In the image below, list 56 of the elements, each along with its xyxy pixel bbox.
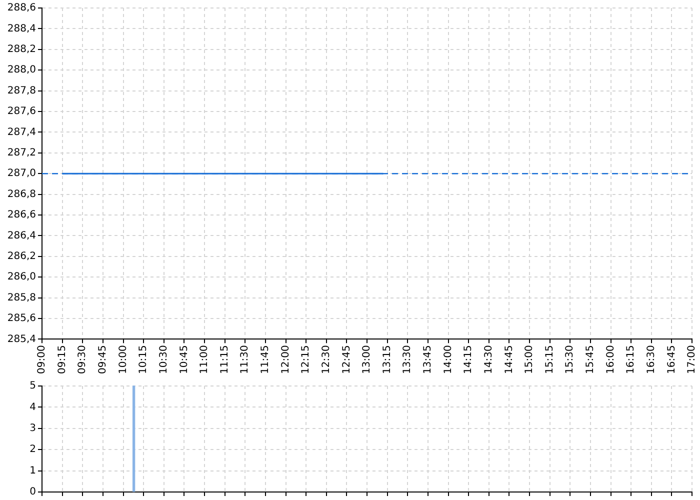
y-tick-label: 286,2 [7, 250, 36, 262]
y-tick-label: 288,0 [7, 64, 36, 76]
y-tick-label: 286,0 [7, 272, 36, 283]
x-tick-label: 10:15 [138, 345, 150, 374]
x-tick-label: 11:00 [199, 345, 210, 374]
y-tick-label: 2 [30, 444, 36, 456]
x-tick-label: 09:00 [36, 345, 48, 374]
x-tick-label: 13:45 [422, 345, 434, 374]
x-tick-label: 12:00 [280, 345, 292, 374]
x-tick-label: 10:00 [118, 345, 129, 374]
x-tick-label: 12:45 [341, 345, 352, 374]
y-tick-label: 288,6 [7, 2, 36, 14]
y-tick-label: 288,2 [7, 44, 36, 55]
x-tick-label: 14:15 [463, 345, 474, 374]
x-tick-label: 15:15 [544, 345, 556, 374]
y-tick-label: 287,8 [7, 85, 36, 96]
x-tick-label: 15:00 [524, 345, 536, 374]
y-tick-label: 285,6 [7, 313, 36, 324]
y-tick-label: 287,4 [7, 126, 36, 138]
y-tick-label: 3 [30, 422, 36, 434]
x-tick-label: 14:00 [442, 345, 454, 374]
x-tick-label: 09:45 [98, 345, 109, 374]
x-tick-label: 16:00 [605, 345, 616, 374]
x-tick-label: 13:00 [362, 345, 373, 374]
y-tick-label: 286,6 [7, 210, 36, 221]
x-tick-label: 11:30 [240, 345, 251, 374]
x-tick-label: 16:15 [626, 345, 637, 374]
y-tick-label: 285,4 [7, 334, 36, 345]
y-tick-label: 287,0 [7, 168, 36, 180]
x-tick-label: 09:30 [77, 345, 88, 374]
x-tick-label: 11:15 [219, 345, 230, 374]
x-tick-label: 14:45 [504, 345, 515, 374]
y-tick-label: 5 [30, 380, 36, 392]
y-tick-label: 287,6 [7, 106, 36, 118]
y-tick-label: 286,8 [7, 188, 36, 200]
y-tick-label: 286,4 [7, 230, 36, 242]
x-tick-label: 15:30 [564, 345, 576, 374]
x-tick-label: 10:30 [158, 345, 170, 374]
y-tick-label: 288,4 [7, 23, 36, 34]
x-tick-label: 12:15 [300, 345, 312, 374]
y-tick-label: 0 [30, 486, 36, 498]
x-tick-label: 17:00 [686, 345, 698, 374]
x-tick-label: 16:45 [666, 345, 678, 374]
x-tick-label: 13:15 [382, 345, 393, 374]
x-tick-label: 11:45 [260, 345, 272, 374]
x-tick-label: 09:15 [56, 345, 68, 374]
y-tick-label: 285,8 [7, 292, 36, 304]
y-tick-label: 4 [30, 402, 36, 413]
x-tick-label: 16:30 [646, 345, 657, 374]
x-tick-label: 13:30 [402, 345, 414, 374]
y-tick-label: 287,2 [7, 147, 36, 158]
x-tick-label: 14:30 [483, 345, 494, 374]
y-tick-label: 1 [30, 465, 36, 476]
x-tick-label: 12:30 [320, 345, 332, 374]
x-tick-label: 10:45 [178, 345, 190, 374]
x-tick-label: 15:45 [585, 345, 596, 374]
